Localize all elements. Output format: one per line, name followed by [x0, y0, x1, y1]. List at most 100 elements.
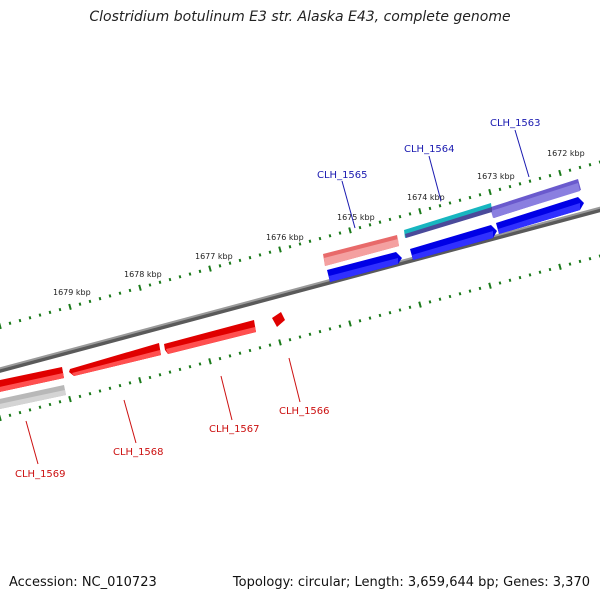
scale-minor-tick	[428, 300, 432, 304]
genome-backbone	[0, 206, 600, 373]
tick-label: 1678 kbp	[124, 270, 162, 279]
scale-major-tick	[0, 414, 2, 422]
scale-minor-tick	[578, 165, 582, 170]
gene-clh-1564[interactable]	[404, 203, 492, 238]
scale-minor-tick	[518, 182, 522, 186]
scale-minor-tick	[108, 294, 112, 298]
scale-minor-tick	[98, 296, 102, 301]
scale-major-tick	[208, 358, 212, 365]
tick-label: 1673 kbp	[477, 172, 515, 181]
gene-label-clh-1567[interactable]: CLH_1567	[209, 424, 260, 435]
gene-grey-block[interactable]	[0, 385, 66, 410]
scale-minor-tick	[268, 250, 272, 254]
scale-minor-tick	[158, 280, 162, 284]
scale-minor-tick	[188, 365, 192, 369]
scale-minor-tick	[438, 204, 442, 208]
gene-label-clh-1564[interactable]: CLH_1564	[404, 144, 455, 155]
scale-minor-tick	[428, 206, 432, 211]
cds-arrow-plus-2[interactable]	[410, 225, 497, 260]
scale-major-tick	[558, 263, 562, 270]
scale-minor-tick	[18, 318, 22, 323]
scale-minor-tick	[118, 383, 122, 388]
scale-minor-tick	[58, 400, 62, 404]
scale-minor-tick	[328, 327, 332, 331]
scale-major-tick	[138, 377, 142, 384]
gene-clh-1568[interactable]	[69, 343, 161, 376]
scale-minor-tick	[448, 294, 452, 299]
scale-minor-tick	[518, 275, 522, 280]
scale-minor-tick	[458, 292, 462, 296]
scale-major-tick	[68, 395, 72, 403]
scale-minor-tick	[548, 267, 552, 272]
scale-minor-tick	[218, 356, 222, 361]
scale-minor-tick	[468, 289, 472, 293]
gene-label-clh-1566[interactable]: CLH_1566	[279, 406, 330, 417]
cds-arrow-plus-1[interactable]	[327, 252, 402, 282]
scale-minor-tick	[408, 212, 412, 216]
scale-minor-tick	[148, 283, 152, 287]
genome-summary-text: Topology: circular; Length: 3,659,644 bp…	[232, 575, 590, 590]
scale-minor-tick	[238, 258, 242, 263]
scale-minor-tick	[188, 272, 192, 276]
scale-minor-tick	[128, 381, 132, 385]
gene-clh-1563[interactable]	[491, 179, 581, 218]
scale-minor-tick	[498, 281, 502, 285]
tick-label: 1676 kbp	[266, 233, 304, 242]
scale-major-tick	[348, 320, 352, 327]
gene-clh-1566[interactable]	[272, 312, 285, 327]
scale-minor-tick	[18, 410, 22, 415]
scale-minor-tick	[228, 354, 232, 358]
scale-minor-tick	[338, 324, 342, 328]
scale-minor-tick	[38, 405, 42, 409]
scale-minor-tick	[498, 187, 502, 192]
gene-clh-1569[interactable]	[0, 367, 64, 393]
scale-minor-tick	[358, 319, 362, 323]
scale-minor-tick	[48, 310, 52, 315]
scale-minor-tick	[308, 332, 312, 336]
scale-minor-tick	[368, 223, 372, 227]
scale-major-tick	[208, 265, 212, 272]
scale-minor-tick	[248, 255, 252, 260]
gene-clh-1567[interactable]	[164, 320, 256, 354]
scale-minor-tick	[178, 275, 182, 279]
scale-minor-tick	[158, 373, 162, 377]
scale-minor-tick	[258, 253, 262, 257]
label-leaders	[25, 129, 530, 465]
scale-minor-tick	[408, 305, 412, 309]
scale-minor-tick	[388, 217, 392, 222]
plus-strand-genes	[323, 179, 584, 282]
scale-minor-tick	[248, 348, 252, 353]
scale-minor-tick	[328, 234, 332, 238]
scale-minor-tick	[568, 168, 572, 172]
gene-label-clh-1569[interactable]: CLH_1569	[15, 469, 66, 480]
scale-major-tick	[278, 339, 282, 346]
gene-label-clh-1563[interactable]: CLH_1563	[490, 118, 541, 129]
scale-ring-lower	[0, 254, 600, 422]
gene-label-clh-1565[interactable]: CLH_1565	[317, 170, 368, 181]
scale-minor-tick	[38, 313, 42, 317]
scale-minor-tick	[458, 198, 462, 202]
scale-minor-tick	[338, 231, 342, 235]
scale-minor-tick	[88, 392, 92, 396]
scale-minor-tick	[478, 193, 482, 197]
scale-minor-tick	[178, 367, 182, 372]
minus-strand-genes	[0, 312, 285, 410]
scale-minor-tick	[468, 195, 472, 200]
gene-clh-1565[interactable]	[323, 235, 399, 266]
gene-label-clh-1568[interactable]: CLH_1568	[113, 447, 164, 458]
scale-minor-tick	[478, 286, 482, 291]
gene-labels: CLH_1563 CLH_1564 CLH_1565 CLH_1566 CLH_…	[15, 118, 541, 480]
scale-minor-tick	[528, 179, 532, 183]
scale-minor-tick	[318, 329, 322, 334]
scale-minor-tick	[58, 307, 62, 312]
cds-arrow-plus-3[interactable]	[496, 197, 584, 234]
scale-major-tick	[348, 227, 352, 234]
scale-minor-tick	[28, 408, 32, 412]
tick-label: 1679 kbp	[53, 288, 91, 297]
scale-minor-tick	[298, 335, 302, 339]
tick-label: 1675 kbp	[337, 213, 375, 222]
scale-minor-tick	[48, 402, 52, 407]
map-title: Clostridium botulinum E3 str. Alaska E43…	[89, 9, 511, 25]
scale-minor-tick	[198, 362, 202, 366]
